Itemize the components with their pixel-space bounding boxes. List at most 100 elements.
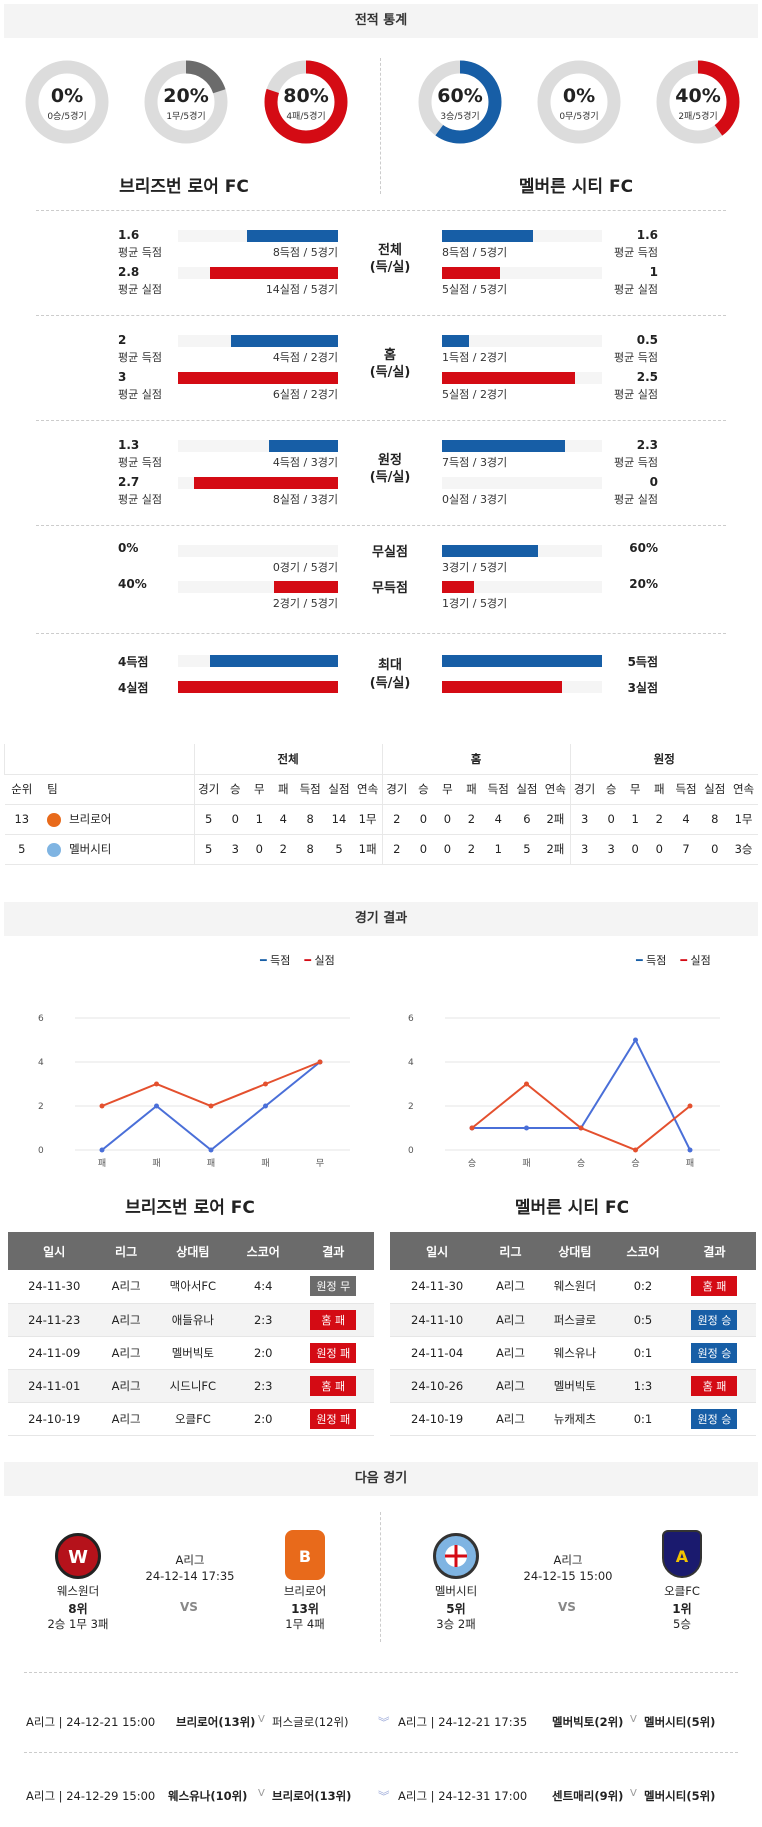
stat-left-bar: [230, 335, 338, 347]
stat-right-bar-label: 0실점 / 3경기: [442, 493, 508, 506]
stat-left-bar: [194, 477, 338, 489]
conceded-point: [99, 1103, 105, 1109]
standings-cell: 0: [222, 804, 248, 835]
results-opp: 퍼스글로: [536, 1303, 614, 1337]
result-badge: 원정 승: [691, 1342, 738, 1363]
standings-cell: 8: [295, 804, 325, 835]
next-right-team1-name: 멜버시티: [434, 1584, 478, 1598]
standings-col-header: 연속: [541, 774, 570, 805]
stat-left-bar-label: 8실점 / 3경기: [272, 493, 338, 506]
results-col-header: 결과: [292, 1232, 374, 1270]
standings-col-header: 무: [435, 774, 459, 805]
standings-cell: 2: [381, 834, 411, 865]
results-opp: 멜버빅토: [536, 1369, 614, 1403]
away-donut-sub: 2패/5경기: [678, 112, 718, 122]
away-donut-pct: 60%: [437, 85, 483, 107]
team-crest-icon: [47, 842, 62, 857]
standings-cell: 1무: [729, 804, 758, 835]
result-badge: 원정 패: [310, 1342, 357, 1363]
stat-left-value: 1.6: [118, 228, 140, 242]
results-result: 홈 패: [292, 1369, 374, 1403]
results-opp: 애들유나: [151, 1303, 234, 1337]
away-donut-pct: 0%: [562, 85, 596, 107]
conceded-line: [101, 1061, 321, 1108]
upcoming-left-team: 웨스유나(10위): [168, 1789, 248, 1803]
results-row: 24-11-01 A리그 시드니FC 2:3 홈 패: [8, 1369, 374, 1403]
stat-left-bar-label: 14실점 / 5경기: [265, 283, 338, 296]
results-score: 2:3: [233, 1369, 293, 1403]
stat-right-bar-label: 5실점 / 2경기: [442, 388, 508, 401]
results-opp: 오클FC: [151, 1402, 234, 1436]
results-date: 24-11-10: [390, 1303, 485, 1337]
stat-right-track: [442, 545, 602, 557]
x-tick-label: 승: [468, 1158, 476, 1169]
upcoming-left-vs: V: [258, 1714, 265, 1725]
divider: [380, 1512, 381, 1642]
stat-right-bar: [442, 655, 602, 667]
scored-point: [687, 1147, 693, 1153]
standings-cell: 2: [458, 804, 484, 835]
standings-cell: 1무: [353, 804, 383, 835]
standings-col-header: 실점: [512, 774, 542, 805]
x-tick-label: 패: [686, 1158, 694, 1169]
results-date: 24-11-01: [8, 1369, 101, 1403]
standings-col-header: 연속: [729, 774, 758, 805]
results-date: 24-11-30: [8, 1270, 101, 1304]
home-donut-sub: 4패/5경기: [286, 112, 326, 122]
stat-left-bar-label: 0경기 / 5경기: [272, 561, 338, 574]
standings-col-header: 경기: [193, 774, 223, 805]
stat-left-label: 평균 득점: [118, 456, 162, 469]
stat-left-label: 평균 실점: [118, 493, 162, 506]
stat-right-label: 평균 실점: [614, 388, 658, 401]
next-right-datetime: 24-12-15 15:00: [523, 1569, 613, 1583]
stat-group-label: 홈: [384, 348, 396, 363]
conceded-line: [471, 1082, 691, 1152]
stat-right-bar-label: 3경기 / 5경기: [442, 561, 508, 574]
standings-col-header: 패: [458, 774, 484, 805]
results-opp: 멜버빅토: [151, 1336, 234, 1370]
stat-right-track: [442, 372, 602, 384]
results-row: 24-10-26 A리그 멜버빅토 1:3 홈 패: [390, 1369, 756, 1403]
standings-cell: 5: [193, 834, 223, 865]
standings-cell: 4: [270, 804, 296, 835]
stat-right-bar-label: 5실점 / 5경기: [442, 283, 508, 296]
standings-group-header: [4, 744, 195, 775]
results-league: A리그: [100, 1336, 152, 1370]
results-result: 홈 패: [672, 1270, 756, 1304]
stat-left-bar: [210, 267, 338, 279]
away-results-table: 일시 리그 상대팀 스코어 결과 24-11-30 A리그 웨스원더 0:2 홈 패 24-11-…: [390, 1232, 756, 1436]
stat-right-track: [442, 681, 602, 693]
section-title-next: 다음 경기: [4, 1462, 758, 1496]
standings-cell: 7: [671, 834, 701, 865]
results-row: 24-11-30 A리그 웨스원더 0:2 홈 패: [390, 1270, 756, 1304]
stat-left-value: 1.3: [118, 438, 140, 452]
standings-header-row: 순위 팀 경기 승 무 패 득점 실점 연속 경기 승 무 패 득점 실점 연속 경기 승 무 패 득점 실점 연속: [4, 774, 758, 805]
scored-point: [524, 1125, 529, 1131]
x-tick-label: 패: [98, 1158, 106, 1169]
stat-right-value: 1.6: [636, 228, 658, 242]
y-tick-label: 4: [408, 1058, 414, 1068]
standings-row: 5 멜버시티 5 3 0 2 8 5 1패 2 0 0 2 1 5 2패 3 3 0 0 7 0 3승: [4, 834, 758, 865]
divider: [36, 315, 726, 316]
standings-cell: 2: [381, 804, 411, 835]
away-donut-sub: 3승/5경기: [440, 112, 480, 122]
x-tick-label: 무: [316, 1158, 324, 1169]
x-tick-label: 패: [152, 1158, 160, 1169]
standings-col-header: 경기: [381, 774, 411, 805]
stat-left-value: 0%: [118, 541, 139, 555]
results-col-header: 스코어: [613, 1232, 673, 1270]
results-col-header: 결과: [672, 1232, 756, 1270]
away-donut-sub: 0무/5경기: [559, 112, 599, 122]
stat-group-sublabel: (득/실): [369, 365, 411, 380]
result-badge: 홈 패: [310, 1375, 357, 1396]
results-result: 원정 승: [672, 1303, 756, 1337]
home-donut-sub: 1무/5경기: [166, 112, 206, 122]
standings-rank: 5: [4, 834, 40, 865]
stat-right-value: 5득점: [627, 655, 658, 669]
stat-right-value: 2.5: [636, 370, 658, 384]
stat-left-value: 2.8: [118, 265, 140, 279]
standings-group-header: 원정: [569, 744, 758, 775]
stat-left-track: [178, 335, 338, 347]
standings-col-header: 득점: [671, 774, 701, 805]
stat-right-label: 평균 실점: [614, 493, 658, 506]
